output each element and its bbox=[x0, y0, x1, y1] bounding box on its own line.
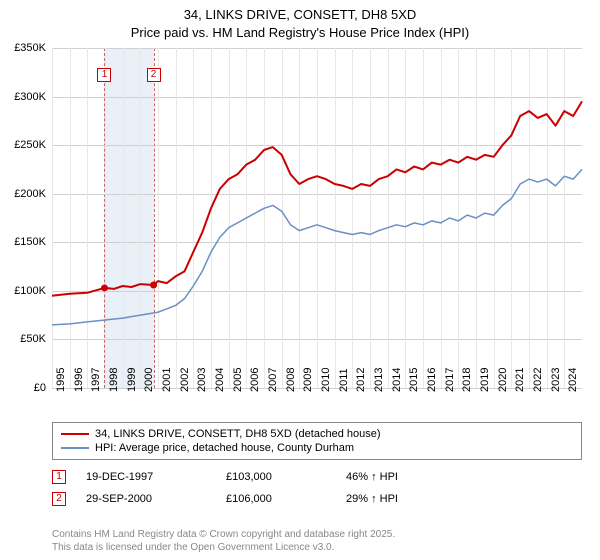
transaction-row: 1 19-DEC-1997 £103,000 46% ↑ HPI bbox=[52, 466, 582, 488]
copyright-line-1: Contains HM Land Registry data © Crown c… bbox=[52, 528, 395, 541]
transaction-delta: 29% ↑ HPI bbox=[346, 493, 398, 505]
transaction-marker-1: 1 bbox=[52, 470, 66, 484]
y-axis-tick-label: £200K bbox=[14, 188, 46, 200]
legend-item: 34, LINKS DRIVE, CONSETT, DH8 5XD (detac… bbox=[61, 427, 573, 441]
chart-title: 34, LINKS DRIVE, CONSETT, DH8 5XD Price … bbox=[0, 0, 600, 42]
y-axis-tick-label: £50K bbox=[20, 333, 46, 345]
transaction-date: 19-DEC-1997 bbox=[86, 471, 206, 483]
copyright-notice: Contains HM Land Registry data © Crown c… bbox=[52, 528, 395, 554]
legend-swatch-icon bbox=[61, 447, 89, 449]
copyright-line-2: This data is licensed under the Open Gov… bbox=[52, 541, 395, 554]
y-axis-tick-label: £300K bbox=[14, 91, 46, 103]
y-axis-tick-label: £350K bbox=[14, 42, 46, 54]
y-axis-tick-label: £150K bbox=[14, 236, 46, 248]
transaction-date: 29-SEP-2000 bbox=[86, 493, 206, 505]
transaction-marker-2: 2 bbox=[52, 492, 66, 506]
title-line-1: 34, LINKS DRIVE, CONSETT, DH8 5XD bbox=[0, 6, 600, 24]
chart-marker-1: 1 bbox=[97, 68, 111, 82]
transaction-delta: 46% ↑ HPI bbox=[346, 471, 398, 483]
legend-item: HPI: Average price, detached house, Coun… bbox=[61, 441, 573, 455]
chart-marker-2: 2 bbox=[147, 68, 161, 82]
y-axis-tick-label: £100K bbox=[14, 285, 46, 297]
title-line-2: Price paid vs. HM Land Registry's House … bbox=[0, 24, 600, 42]
transaction-row: 2 29-SEP-2000 £106,000 29% ↑ HPI bbox=[52, 488, 582, 510]
legend-swatch-icon bbox=[61, 433, 89, 435]
y-axis-tick-label: £0 bbox=[34, 382, 46, 394]
legend-label: HPI: Average price, detached house, Coun… bbox=[95, 442, 354, 454]
sale-point-icon bbox=[150, 282, 157, 289]
transaction-price: £106,000 bbox=[226, 493, 326, 505]
sale-point-icon bbox=[101, 284, 108, 291]
series-hpi bbox=[52, 169, 582, 325]
legend-label: 34, LINKS DRIVE, CONSETT, DH8 5XD (detac… bbox=[95, 428, 381, 440]
chart-svg bbox=[52, 48, 582, 388]
y-axis-tick-label: £250K bbox=[14, 139, 46, 151]
chart-legend: 34, LINKS DRIVE, CONSETT, DH8 5XD (detac… bbox=[52, 422, 582, 460]
series-price_paid bbox=[52, 101, 582, 295]
transactions-table: 1 19-DEC-1997 £103,000 46% ↑ HPI 2 29-SEP-200… bbox=[52, 466, 582, 510]
transaction-price: £103,000 bbox=[226, 471, 326, 483]
chart-plot-area: £0£50K£100K£150K£200K£250K£300K£350K1995… bbox=[52, 48, 582, 388]
